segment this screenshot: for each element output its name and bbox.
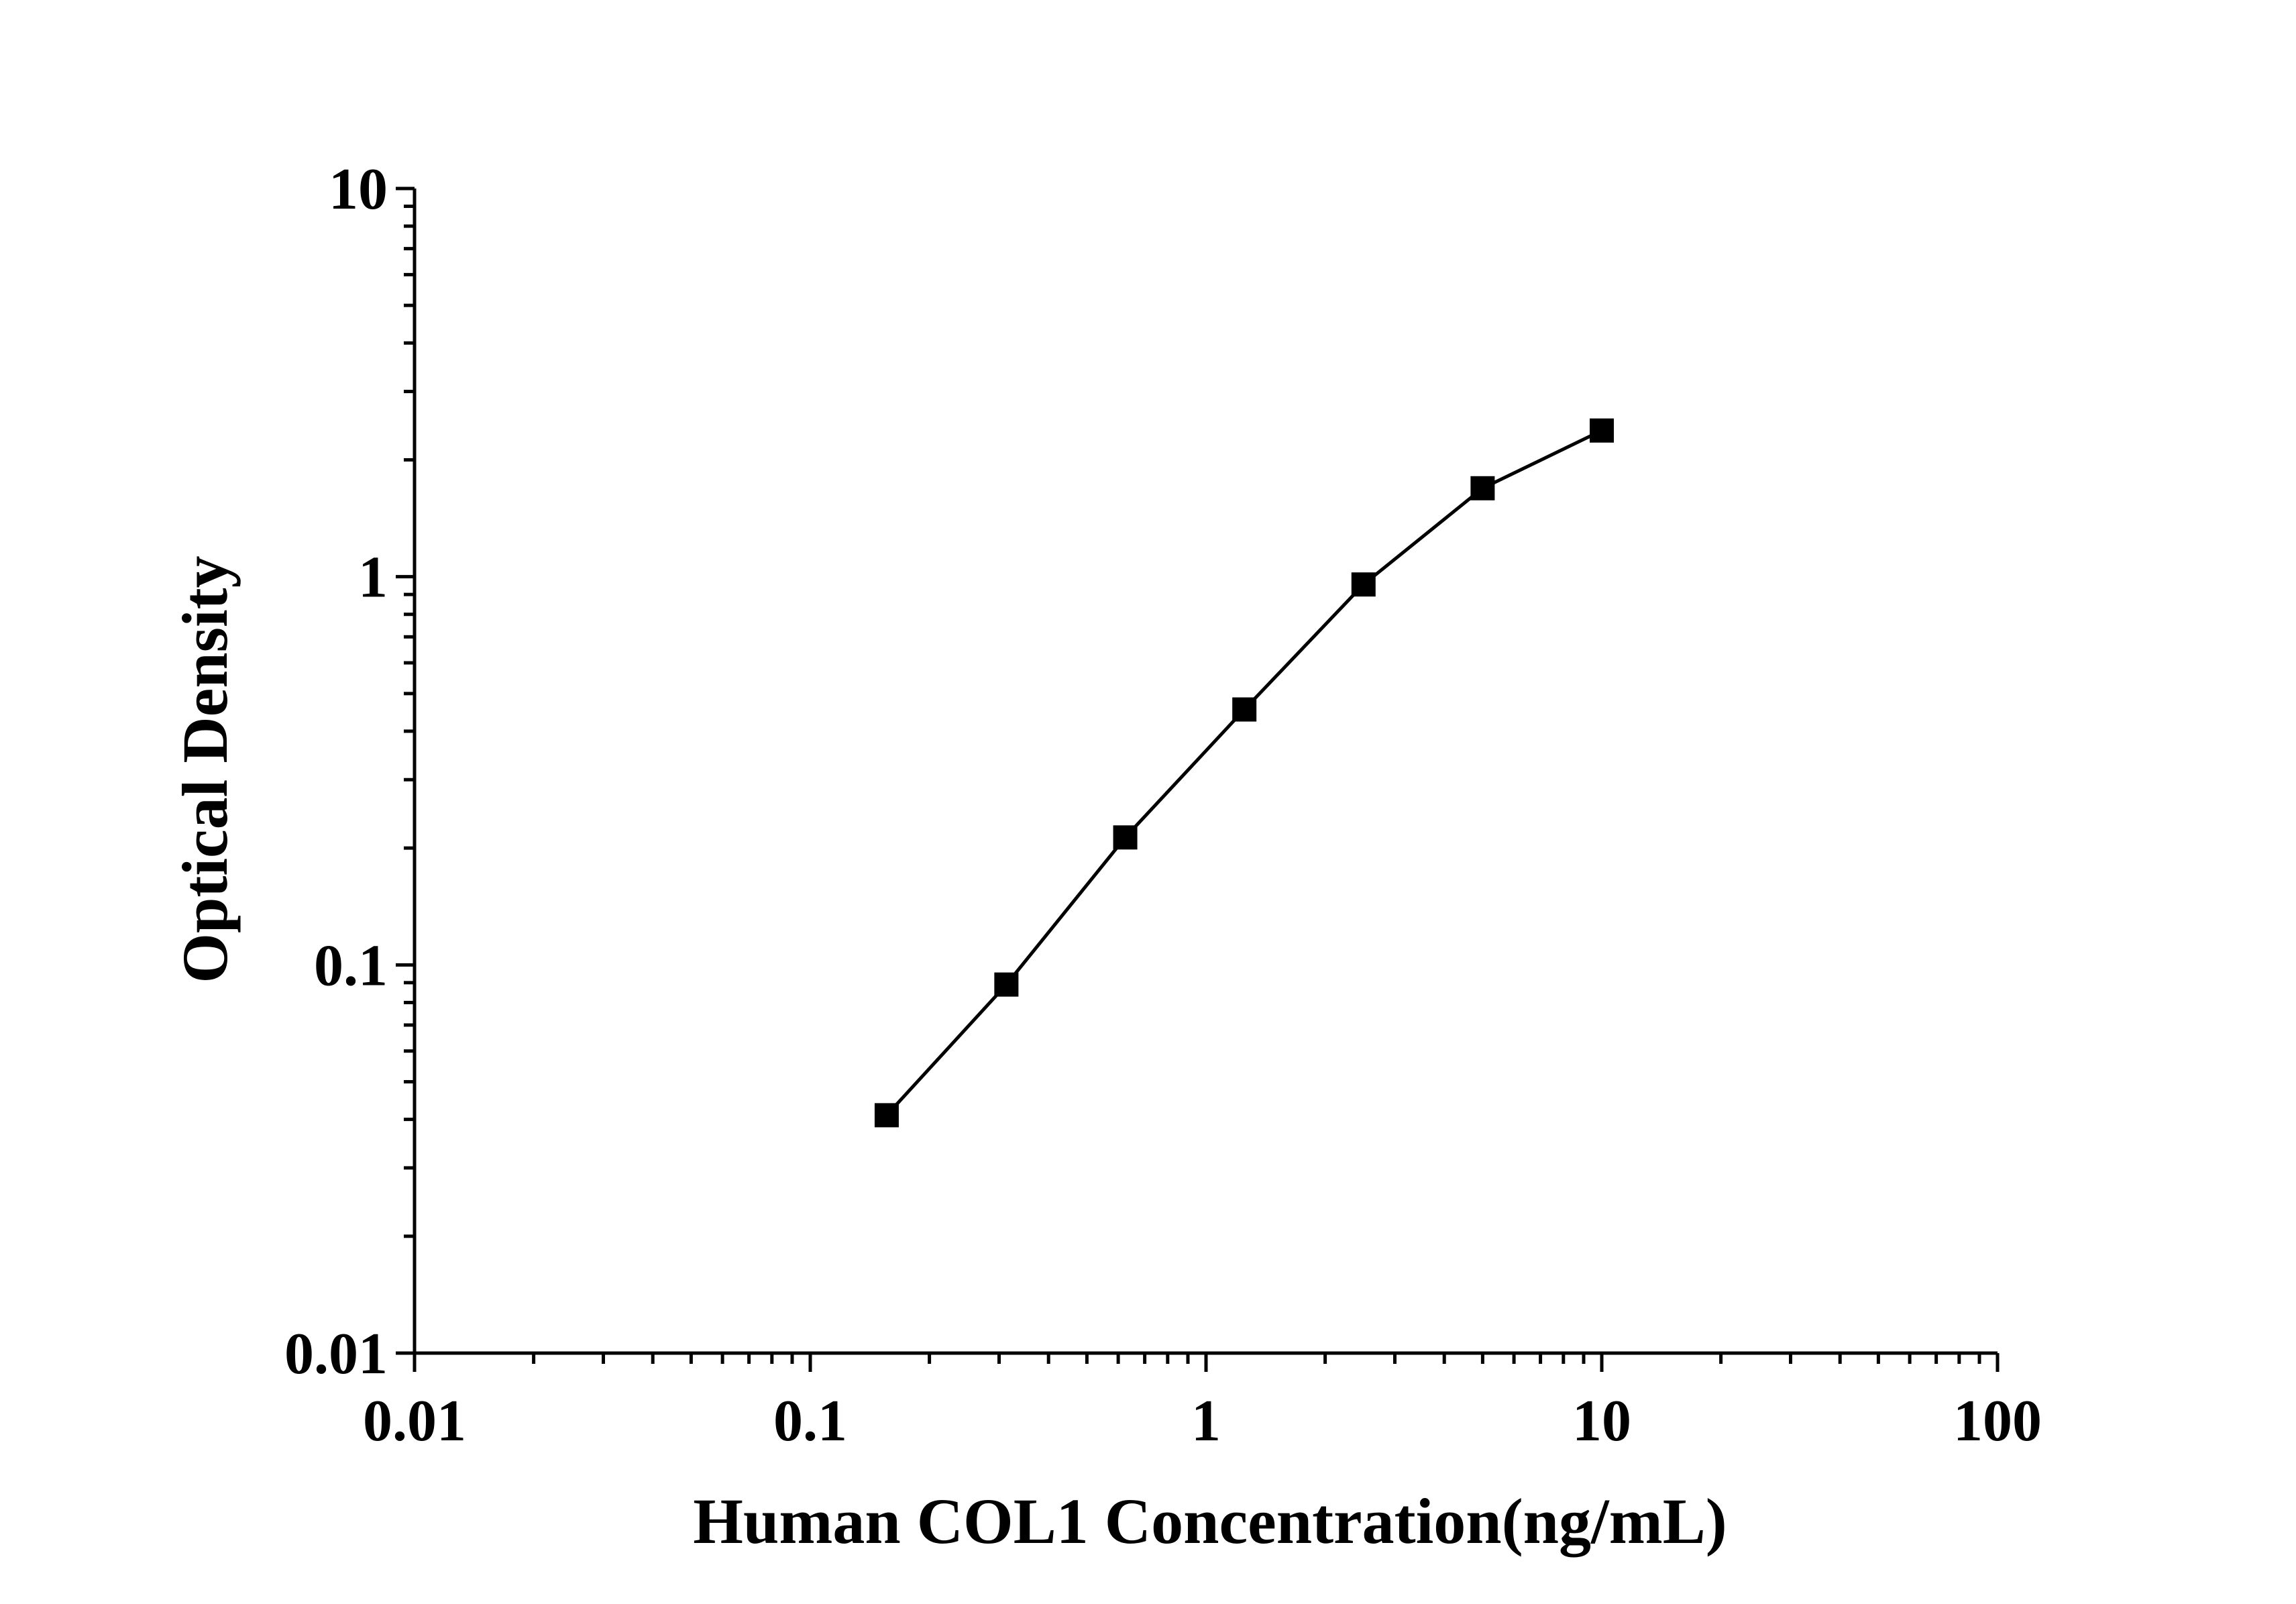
y-tick-label: 10: [329, 157, 388, 222]
data-point-marker: [994, 972, 1019, 997]
tick-labels: 0.01 0.1 1 10 100 0.01 0.1 1 10: [284, 157, 2042, 1454]
data-point-marker: [1470, 476, 1495, 500]
x-tick-label: 10: [1572, 1389, 1631, 1454]
x-tick-label: 1: [1191, 1389, 1221, 1454]
y-tick-label: 0.01: [284, 1322, 388, 1387]
data-point-marker: [1113, 825, 1138, 850]
y-tick-label: 1: [358, 545, 388, 610]
ticks: [396, 186, 2000, 1372]
y-tick-label: 0.1: [314, 933, 388, 998]
axes: [413, 189, 1998, 1355]
series: [874, 418, 1614, 1128]
x-axis-label: Human COL1 Concentration(ng/mL): [693, 1485, 1727, 1557]
series-line: [885, 429, 1603, 1117]
x-tick-label: 100: [1953, 1389, 2042, 1454]
data-point-marker: [1351, 572, 1376, 597]
data-point-marker: [874, 1103, 899, 1128]
data-point-marker: [1232, 697, 1257, 722]
data-point-marker: [1590, 418, 1614, 443]
x-tick-label: 0.1: [773, 1389, 847, 1454]
y-axis-label: Optical Density: [169, 555, 241, 983]
x-tick-label: 0.01: [363, 1389, 466, 1454]
